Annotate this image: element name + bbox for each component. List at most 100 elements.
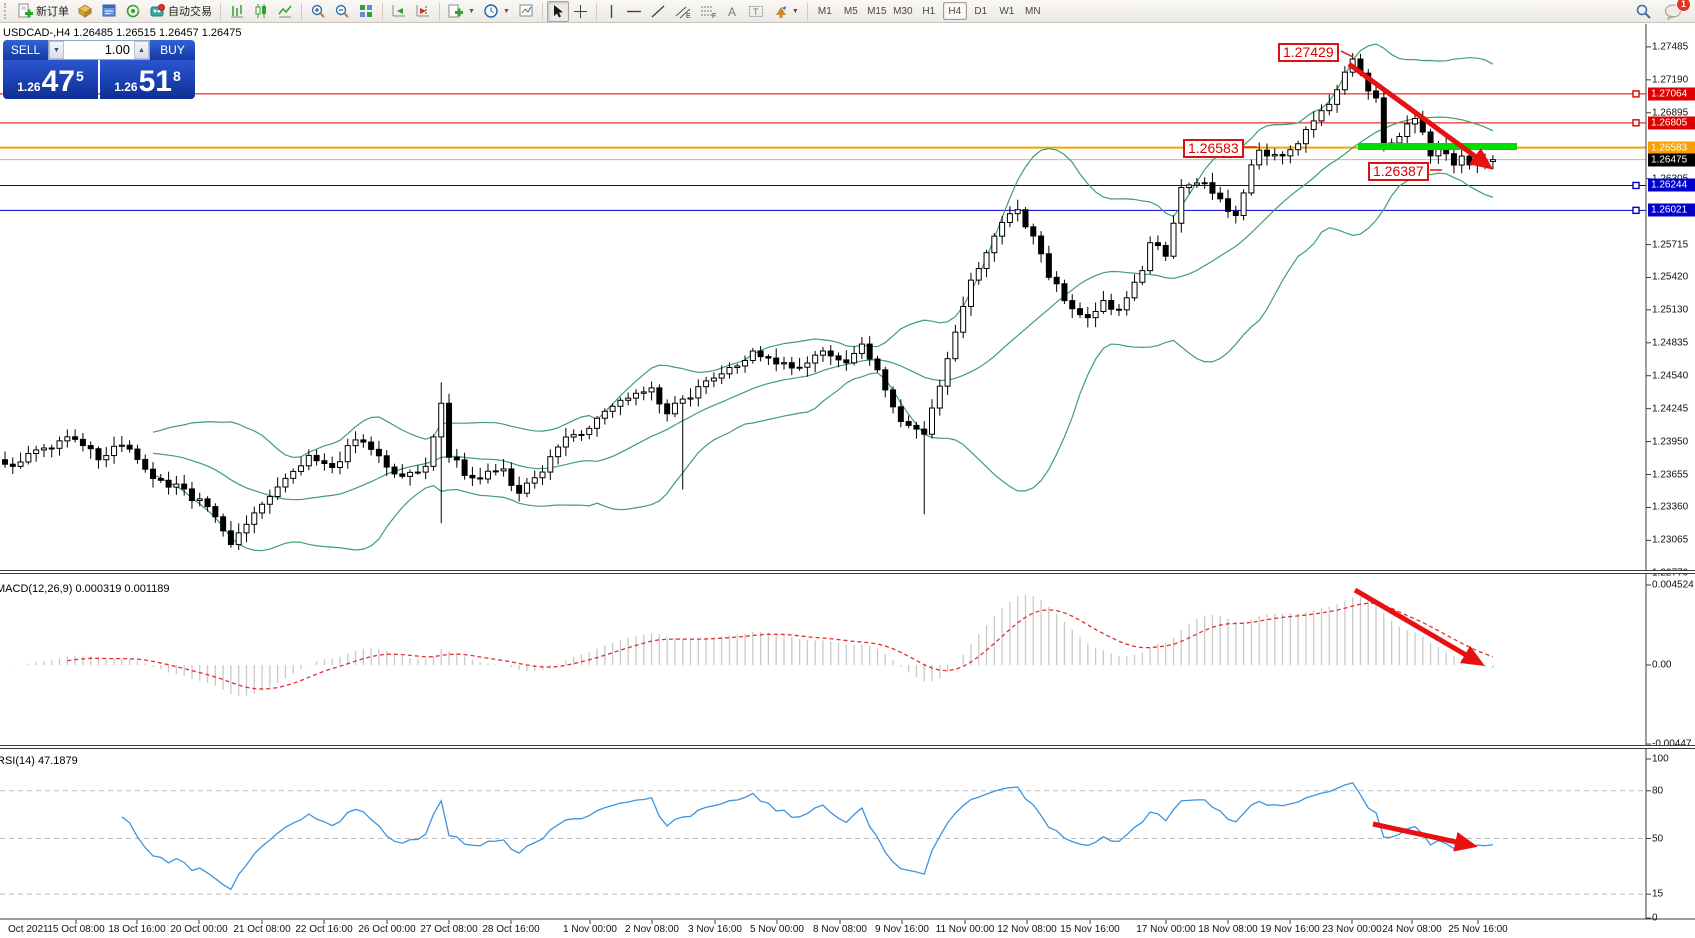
timeframe-button-h1[interactable]: H1 bbox=[922, 5, 936, 17]
zoom-in-icon bbox=[311, 4, 325, 18]
volume-value[interactable]: 1.00 bbox=[104, 42, 130, 57]
time-tick-label: 20 Oct 00:00 bbox=[170, 924, 228, 935]
candlestick-chart-button[interactable] bbox=[249, 1, 273, 22]
arrows-tool-button[interactable]: ▼ bbox=[769, 1, 803, 22]
buy-price-big: 51 bbox=[138, 65, 172, 98]
data-window-button[interactable] bbox=[97, 1, 121, 22]
support-price-callout: 1.26583 bbox=[1183, 139, 1244, 158]
price-badge: 1.26583 bbox=[1648, 141, 1695, 155]
price-badge: 1.26244 bbox=[1648, 178, 1695, 192]
timeframe-button-w1[interactable]: W1 bbox=[999, 5, 1015, 17]
channel-tool-button[interactable]: E bbox=[670, 1, 696, 22]
sell-button[interactable]: SELL bbox=[3, 40, 48, 60]
timeframe-bar: M1 M5 M15 M30 H1 H4 D1 W1 MN bbox=[812, 2, 1046, 20]
buy-button[interactable]: BUY bbox=[150, 40, 195, 60]
dropdown-arrow-icon: ▼ bbox=[502, 7, 510, 15]
time-tick-label: 2 Nov 08:00 bbox=[625, 924, 679, 935]
timeframe-button-m5[interactable]: M5 bbox=[843, 5, 858, 17]
periods-button[interactable]: ▼ bbox=[479, 1, 514, 22]
pane-separator[interactable] bbox=[0, 745, 1695, 749]
horizontal-line-tool-button[interactable] bbox=[622, 1, 646, 22]
time-tick-label: 18 Oct 16:00 bbox=[108, 924, 166, 935]
time-tick-label: 21 Oct 08:00 bbox=[233, 924, 291, 935]
time-tick-label: Oct 2021 bbox=[8, 924, 49, 935]
fibonacci-tool-button[interactable]: F bbox=[696, 1, 722, 22]
bar-chart-button[interactable] bbox=[225, 1, 249, 22]
chat-button[interactable]: 1 bbox=[1660, 0, 1691, 22]
time-tick-label: 15 Nov 16:00 bbox=[1060, 924, 1120, 935]
time-tick-label: 23 Nov 00:00 bbox=[1322, 924, 1382, 935]
toolbar-separator bbox=[301, 2, 302, 20]
line-chart-icon bbox=[278, 5, 292, 18]
symbol-ohlc-info: USDCAD-,H4 1.26485 1.26515 1.26457 1.264… bbox=[3, 27, 242, 39]
zoom-in-button[interactable] bbox=[306, 1, 330, 22]
price-badge: 1.26805 bbox=[1648, 116, 1695, 130]
time-tick-label: 26 Oct 00:00 bbox=[358, 924, 416, 935]
line-chart-button[interactable] bbox=[273, 1, 297, 22]
strategy-tester-button[interactable] bbox=[121, 1, 145, 22]
trendline-tool-button[interactable] bbox=[646, 1, 670, 22]
autotrading-button[interactable]: 自动交易 bbox=[145, 1, 216, 22]
text-icon: A bbox=[728, 5, 736, 19]
price-tick-label: 1.24835 bbox=[1652, 337, 1689, 349]
price-tick-label: 1.24540 bbox=[1652, 370, 1689, 382]
toolbar: 新订单 自动交易 bbox=[0, 0, 1695, 23]
macd-pane[interactable] bbox=[0, 573, 1646, 745]
svg-text:T: T bbox=[753, 7, 759, 17]
timeframe-button-h4[interactable]: H4 bbox=[942, 2, 967, 20]
main-chart-pane[interactable] bbox=[0, 24, 1646, 570]
volume-increase-button[interactable]: ▲ bbox=[134, 41, 149, 59]
rsi-label: RSI(14) 47.1879 bbox=[0, 755, 78, 767]
svg-text:E: E bbox=[686, 13, 691, 19]
volume-decrease-button[interactable]: ▼ bbox=[49, 41, 64, 59]
timeframe-button-m1[interactable]: M1 bbox=[817, 5, 832, 17]
time-tick-label: 22 Oct 16:00 bbox=[295, 924, 353, 935]
timeframe-button-m15[interactable]: M15 bbox=[867, 5, 887, 17]
search-button[interactable] bbox=[1631, 1, 1656, 22]
text-label-tool-button[interactable]: T bbox=[744, 1, 769, 22]
cursor-tool-button[interactable] bbox=[546, 0, 569, 22]
tile-windows-button[interactable] bbox=[354, 1, 378, 22]
price-tick-label: 1.23655 bbox=[1652, 469, 1689, 481]
price-tick-label: 1.25715 bbox=[1652, 239, 1689, 251]
add-indicator-button[interactable]: ▼ bbox=[444, 1, 479, 22]
horizontal-line-icon bbox=[626, 10, 641, 12]
time-tick-label: 1 Nov 00:00 bbox=[563, 924, 617, 935]
timeframe-button-m30[interactable]: M30 bbox=[893, 5, 913, 17]
cursor-icon bbox=[553, 4, 563, 17]
templates-icon bbox=[519, 4, 533, 17]
search-icon bbox=[1636, 4, 1651, 19]
new-order-button[interactable]: 新订单 bbox=[13, 1, 73, 22]
autotrading-label: 自动交易 bbox=[168, 6, 212, 18]
market-watch-button[interactable] bbox=[73, 1, 97, 22]
toolbar-right-group: 1 bbox=[1631, 0, 1693, 22]
equidistant-channel-icon: E bbox=[675, 6, 691, 19]
chat-unread-badge: 1 bbox=[1676, 0, 1691, 12]
zoom-out-button[interactable] bbox=[330, 1, 354, 22]
crosshair-tool-button[interactable] bbox=[569, 1, 592, 22]
templates-button[interactable] bbox=[514, 1, 538, 22]
svg-text:A: A bbox=[728, 5, 736, 19]
toolbar-grip[interactable] bbox=[4, 3, 9, 19]
price-tick-label: 1.25130 bbox=[1652, 304, 1689, 316]
new-order-label: 新订单 bbox=[36, 6, 69, 18]
timeframe-button-mn[interactable]: MN bbox=[1025, 5, 1041, 17]
toolbar-separator bbox=[382, 2, 383, 20]
vertical-line-tool-button[interactable] bbox=[601, 1, 622, 22]
price-tick-label: 1.25420 bbox=[1652, 271, 1689, 283]
price-tick-label: 1.26305 bbox=[1652, 173, 1688, 184]
rsi-pane[interactable] bbox=[0, 748, 1646, 919]
sell-price-display[interactable]: 1.26 47 5 bbox=[3, 60, 98, 99]
buy-price-display[interactable]: 1.26 51 8 bbox=[100, 60, 195, 99]
time-tick-label: 12 Nov 08:00 bbox=[997, 924, 1057, 935]
pane-separator[interactable] bbox=[0, 570, 1695, 574]
text-tool-button[interactable]: A bbox=[722, 1, 744, 22]
time-tick-label: 3 Nov 16:00 bbox=[688, 924, 742, 935]
chart-shift-button[interactable] bbox=[411, 1, 435, 22]
rsi-tick-label: 0 bbox=[1652, 912, 1658, 924]
time-tick-label: 15 Oct 08:00 bbox=[47, 924, 105, 935]
timeframe-button-d1[interactable]: D1 bbox=[974, 5, 988, 17]
price-badge: 1.27064 bbox=[1648, 87, 1695, 101]
time-tick-label: 28 Oct 16:00 bbox=[482, 924, 540, 935]
auto-scroll-button[interactable] bbox=[387, 1, 411, 22]
